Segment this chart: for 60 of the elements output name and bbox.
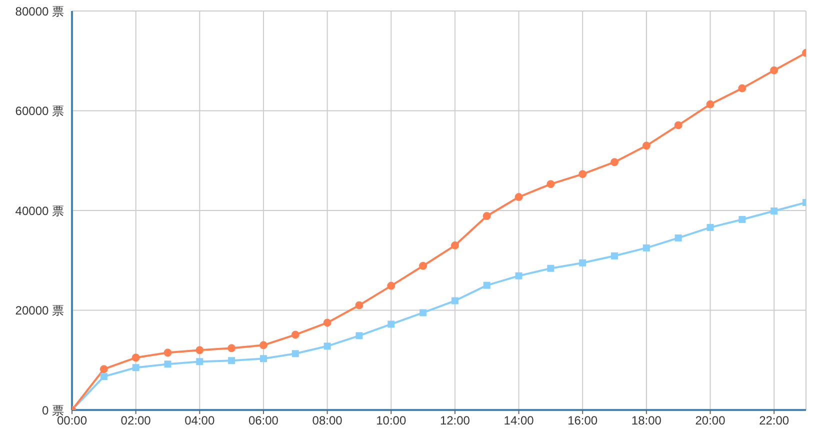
x-tick-label: 08:00 bbox=[312, 414, 343, 428]
point bbox=[674, 234, 682, 242]
point bbox=[514, 193, 523, 202]
point bbox=[228, 357, 236, 364]
point bbox=[291, 330, 300, 339]
point bbox=[260, 355, 267, 362]
point bbox=[420, 309, 427, 316]
x-tick-label: 14:00 bbox=[504, 414, 534, 428]
point bbox=[132, 364, 140, 372]
point bbox=[483, 282, 490, 289]
y-tick-label: 20000 票 bbox=[15, 304, 64, 318]
point bbox=[642, 244, 650, 252]
point bbox=[770, 208, 778, 214]
point bbox=[259, 341, 268, 350]
x-tick-label: 20:00 bbox=[695, 414, 726, 428]
point bbox=[578, 170, 587, 178]
x-tick-label: 22:00 bbox=[759, 414, 790, 428]
point bbox=[196, 346, 204, 354]
point bbox=[547, 264, 554, 272]
y-tick-label: 60000 票 bbox=[15, 104, 64, 118]
point bbox=[706, 100, 714, 108]
point bbox=[388, 320, 395, 328]
point bbox=[674, 121, 682, 130]
point bbox=[356, 332, 363, 340]
point bbox=[546, 180, 555, 188]
point bbox=[292, 350, 299, 358]
point bbox=[579, 259, 586, 266]
point bbox=[642, 142, 650, 150]
y-tick-label: 80000 票 bbox=[15, 4, 64, 18]
y-tick-label: 0 票 bbox=[42, 403, 64, 418]
point bbox=[738, 84, 746, 92]
point bbox=[770, 66, 778, 74]
point bbox=[132, 354, 140, 362]
point bbox=[450, 241, 459, 250]
point bbox=[610, 158, 619, 166]
x-tick-label: 06:00 bbox=[248, 414, 279, 428]
point bbox=[196, 358, 204, 366]
point bbox=[100, 373, 108, 380]
x-tick-label: 10:00 bbox=[376, 414, 406, 428]
point bbox=[228, 344, 236, 352]
point bbox=[482, 212, 491, 220]
x-tick-label: 18:00 bbox=[631, 414, 662, 428]
point bbox=[164, 360, 172, 368]
point bbox=[515, 272, 522, 280]
point bbox=[355, 301, 364, 310]
point bbox=[451, 297, 458, 304]
x-tick-label: 16:00 bbox=[568, 414, 598, 428]
point bbox=[419, 262, 428, 270]
x-tick-label: 04:00 bbox=[184, 414, 215, 428]
x-tick-label: 12:00 bbox=[440, 414, 470, 428]
point bbox=[324, 342, 331, 350]
point bbox=[706, 224, 714, 231]
point bbox=[323, 318, 332, 327]
point bbox=[387, 282, 396, 290]
point bbox=[164, 348, 172, 357]
x-tick-label: 02:00 bbox=[120, 414, 152, 428]
point bbox=[611, 252, 618, 260]
y-tick-label: 40000 票 bbox=[15, 204, 64, 218]
point bbox=[100, 365, 108, 374]
point bbox=[738, 216, 746, 223]
